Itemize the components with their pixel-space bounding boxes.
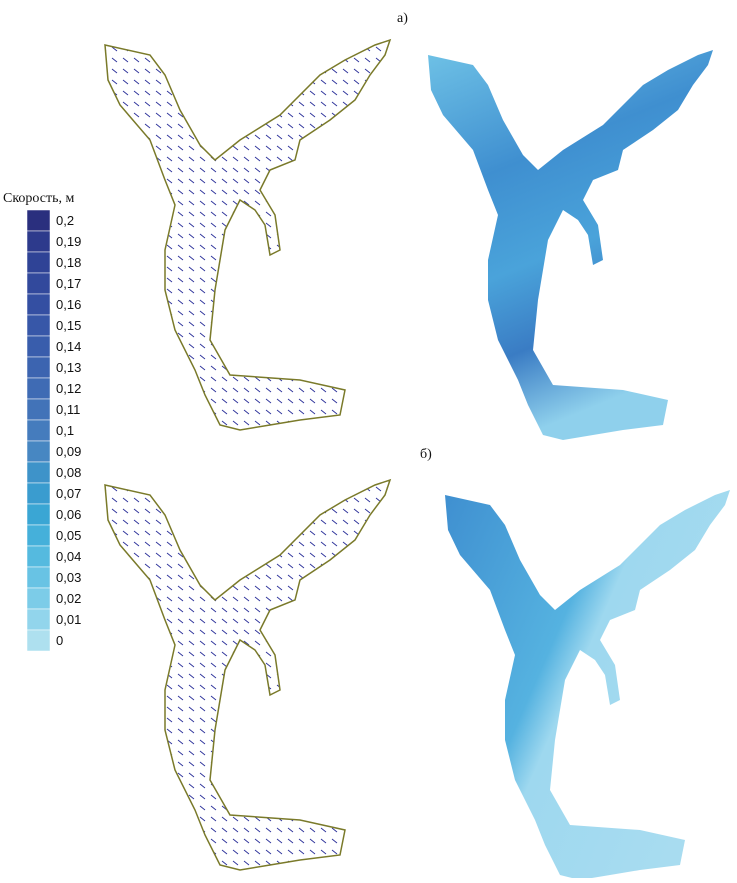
legend-label: 0,14 [56,339,81,354]
legend-label: 0,09 [56,444,81,459]
legend-swatch [26,608,51,631]
legend-label: 0,16 [56,297,81,312]
legend-swatch [26,209,51,232]
legend-label: 0,08 [56,465,81,480]
legend-swatch [26,524,51,547]
legend-swatch [26,587,51,610]
legend-swatch [26,398,51,421]
legend-swatch [26,545,51,568]
legend-swatch [26,440,51,463]
legend-label: 0,11 [56,402,80,417]
legend-swatch [26,335,51,358]
legend-label: 0,1 [56,423,74,438]
legend-label: 0,07 [56,486,81,501]
legend-label: 0,12 [56,381,81,396]
panel-label: а) [397,11,408,26]
legend-swatch [26,230,51,253]
legend-label: 0,01 [56,612,81,627]
legend-title: Скорость, м [3,191,74,206]
legend-swatch [26,356,51,379]
map-speed-b [445,490,730,880]
legend-label: 0,02 [56,591,81,606]
legend-swatch [26,272,51,295]
panel-label: б) [420,447,432,462]
map-vectors-a [104,39,391,431]
legend-swatch [26,482,51,505]
legend-label: 0,06 [56,507,81,522]
legend-label: 0,18 [56,255,81,270]
legend-swatch [26,629,51,652]
legend-swatch [26,377,51,400]
legend-swatch [26,419,51,442]
legend-swatch [26,293,51,316]
legend-label: 0,05 [56,528,81,543]
map-speed-a [428,50,713,440]
legend-swatch [26,503,51,526]
legend-label: 0 [56,633,63,648]
legend-label: 0,19 [56,234,81,249]
legend-swatch [26,566,51,589]
legend-swatch [26,251,51,274]
legend-label: 0,03 [56,570,81,585]
legend-label: 0,15 [56,318,81,333]
legend-label: 0,13 [56,360,81,375]
map-vectors-b [104,479,391,871]
legend-label: 0,2 [56,213,74,228]
legend-label: 0,04 [56,549,81,564]
legend-swatch [26,314,51,337]
legend-label: 0,17 [56,276,81,291]
legend-swatch [26,461,51,484]
